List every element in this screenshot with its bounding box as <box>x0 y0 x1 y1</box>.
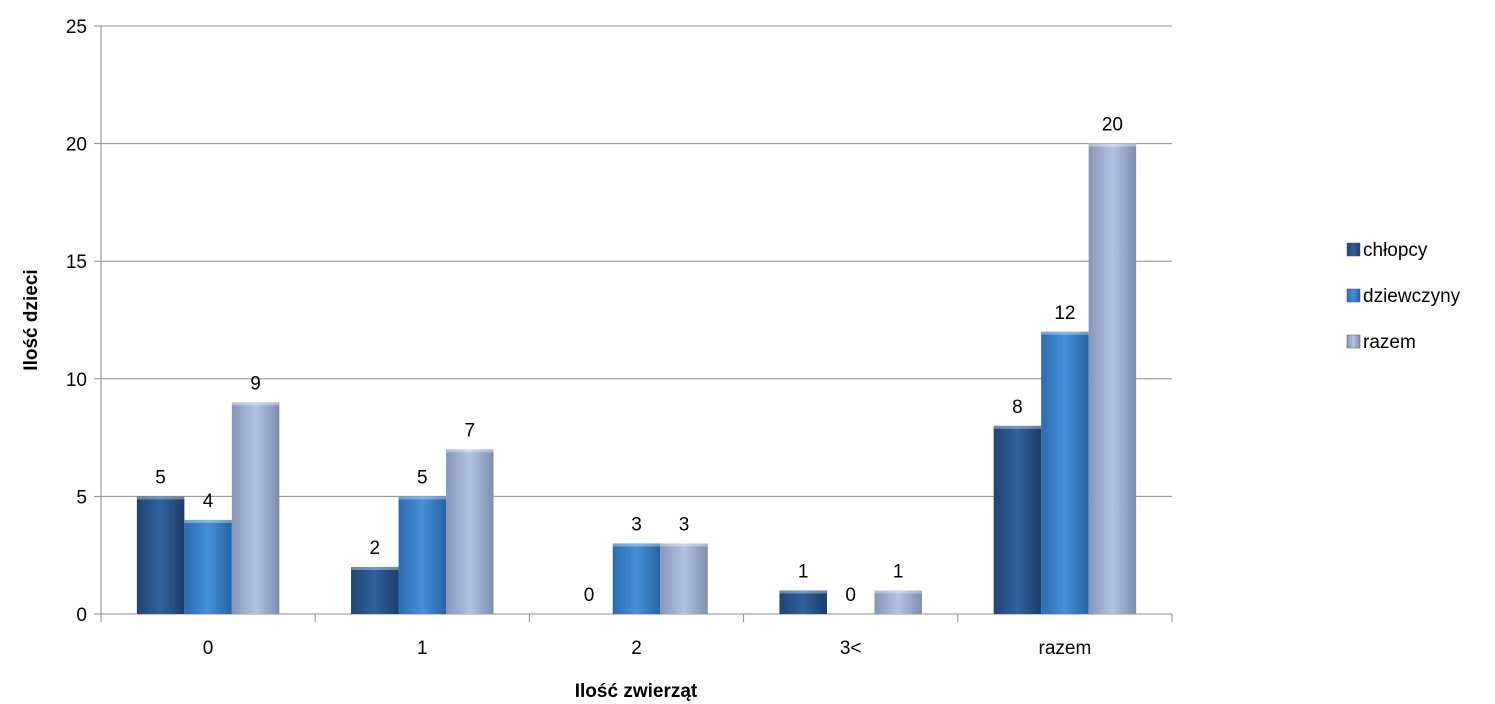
x-tick-label: 3< <box>840 638 862 659</box>
data-label: 5 <box>417 467 428 488</box>
data-label: 7 <box>465 420 476 441</box>
y-tick-label: 0 <box>76 605 87 626</box>
bar-highlight <box>660 543 708 547</box>
data-label: 2 <box>370 538 381 559</box>
bar-highlight <box>1088 143 1137 147</box>
bar-highlight <box>993 425 1042 429</box>
y-tick-label: 25 <box>66 17 87 38</box>
bar <box>612 543 661 614</box>
bar <box>779 590 827 614</box>
data-label: 9 <box>250 373 261 394</box>
gridlines <box>101 25 1172 497</box>
x-tick-label: razem <box>1039 638 1092 659</box>
bar-highlight <box>351 566 399 570</box>
bar <box>660 543 708 614</box>
bar <box>184 519 232 614</box>
bar <box>231 402 280 614</box>
data-label: 0 <box>845 585 856 606</box>
bar <box>1041 331 1089 614</box>
x-tick-label: 0 <box>203 638 214 659</box>
x-tick-label: 1 <box>417 638 428 659</box>
bar-highlight <box>398 496 447 500</box>
bar <box>874 590 922 614</box>
bar <box>398 496 447 614</box>
data-label: 1 <box>798 561 809 582</box>
y-tick-label: 20 <box>66 135 87 156</box>
data-label: 8 <box>1012 397 1023 418</box>
legend-swatch <box>1346 288 1361 303</box>
legend-label: chłopcy <box>1363 240 1428 261</box>
data-label: 5 <box>155 467 166 488</box>
bar <box>1088 143 1137 614</box>
bar <box>136 496 185 614</box>
bar-highlight <box>874 590 922 594</box>
x-axis-title: Ilość zwierząt <box>575 681 698 702</box>
legend-label: dziewczyny <box>1363 286 1461 307</box>
data-label: 3 <box>679 514 690 535</box>
data-label: 3 <box>631 514 642 535</box>
bar-highlight <box>231 402 280 406</box>
bar <box>446 449 494 614</box>
y-axis-title: Ilość dzieci <box>21 269 42 370</box>
y-tick-label: 15 <box>66 252 87 273</box>
data-label: 1 <box>893 561 904 582</box>
bar-highlight <box>184 519 232 523</box>
bar-highlight <box>779 590 827 594</box>
legend-swatch <box>1346 334 1361 349</box>
bar-highlight <box>136 496 185 500</box>
bars <box>136 143 1137 614</box>
legend-label: razem <box>1363 332 1416 353</box>
data-label: 4 <box>203 491 214 512</box>
y-tick-label: 5 <box>76 487 87 508</box>
data-label: 0 <box>584 585 595 606</box>
data-label: 20 <box>1102 115 1123 136</box>
bar-highlight <box>612 543 661 547</box>
data-label: 12 <box>1054 303 1075 324</box>
labels: 5 4 9 2 5 7 0 3 3 1 0 1 8 12 20 <box>155 115 1123 606</box>
bar <box>351 566 399 614</box>
bar-highlight <box>1041 331 1089 335</box>
legend: chłopcy dziewczyny razem <box>1346 240 1461 353</box>
bar <box>993 425 1042 614</box>
y-tick-label: 10 <box>66 370 87 391</box>
x-tick-label: 2 <box>631 638 642 659</box>
bar-highlight <box>446 449 494 453</box>
legend-swatch <box>1346 242 1361 257</box>
